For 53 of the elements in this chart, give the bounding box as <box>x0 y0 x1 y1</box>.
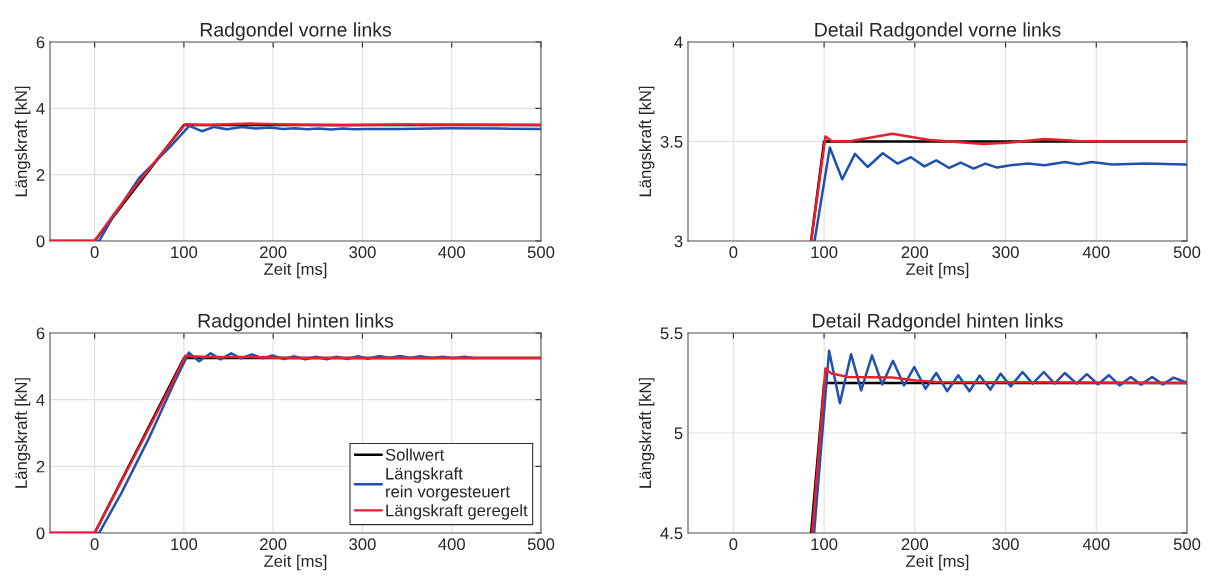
y-tick-label: 4 <box>36 102 45 115</box>
x-tick-label: 500 <box>1173 246 1201 259</box>
x-tick-label: 400 <box>438 246 465 259</box>
x-tick-label: 500 <box>527 246 555 259</box>
y-axis-title: Längskraft [kN] <box>14 86 31 197</box>
y-tick-label: 5.5 <box>660 327 683 340</box>
x-axis-title: Zeit [ms] <box>906 554 969 571</box>
x-tick-label: 400 <box>438 538 465 551</box>
x-tick-label: 100 <box>171 538 198 551</box>
x-tick-label: 400 <box>1082 538 1110 551</box>
legend-label: Längskraft geregelt <box>386 504 528 520</box>
y-tick-label: 0 <box>36 527 45 540</box>
x-tick-label: 100 <box>811 246 838 259</box>
y-tick-label: 0 <box>36 235 45 248</box>
y-tick-label: 4.5 <box>660 527 683 540</box>
x-tick-label: 200 <box>901 538 929 551</box>
x-tick-label: 300 <box>349 246 376 259</box>
x-axis-title: Zeit [ms] <box>264 262 327 279</box>
x-axis-title: Zeit [ms] <box>906 262 969 279</box>
x-tick-label: 200 <box>901 246 929 259</box>
x-tick-label: 300 <box>349 538 376 551</box>
chart-title: Detail Radgondel vorne links <box>815 22 1061 41</box>
y-axis-title: Längskraft [kN] <box>14 378 31 488</box>
legend-label: Längskraft rein vorgesteuert <box>386 467 510 501</box>
y-tick-label: 2 <box>36 460 45 473</box>
x-tick-label: 100 <box>171 246 198 259</box>
x-tick-label: 0 <box>729 246 738 259</box>
y-tick-label: 6 <box>36 36 45 49</box>
y-tick-label: 6 <box>36 327 45 340</box>
legend-label: Sollwert <box>385 448 445 461</box>
y-tick-label: 4 <box>674 36 683 49</box>
y-tick-label: 3.5 <box>660 135 683 148</box>
x-tick-label: 100 <box>811 538 838 551</box>
x-tick-label: 500 <box>1173 538 1201 551</box>
x-tick-label: 200 <box>260 538 287 551</box>
y-tick-label: 4 <box>36 394 45 406</box>
x-tick-label: 0 <box>90 246 99 259</box>
y-tick-label: 3 <box>674 235 683 248</box>
x-tick-label: 200 <box>260 246 287 259</box>
y-axis-title: Längskraft [kN] <box>638 378 655 488</box>
x-tick-label: 500 <box>527 538 555 551</box>
chart-title: Detail Radgondel hinten links <box>813 313 1063 332</box>
x-tick-label: 400 <box>1082 246 1110 259</box>
x-tick-label: 0 <box>90 538 99 551</box>
chart-title: Radgondel vorne links <box>200 22 392 41</box>
y-axis-title: Längskraft [kN] <box>638 86 655 197</box>
x-axis-title: Zeit [ms] <box>264 554 327 571</box>
y-tick-label: 2 <box>36 169 45 181</box>
x-tick-label: 300 <box>992 246 1019 259</box>
x-tick-label: 0 <box>729 538 738 551</box>
x-tick-label: 300 <box>992 538 1019 551</box>
chart-title: Radgondel hinten links <box>198 313 394 332</box>
y-tick-label: 5 <box>674 427 683 440</box>
